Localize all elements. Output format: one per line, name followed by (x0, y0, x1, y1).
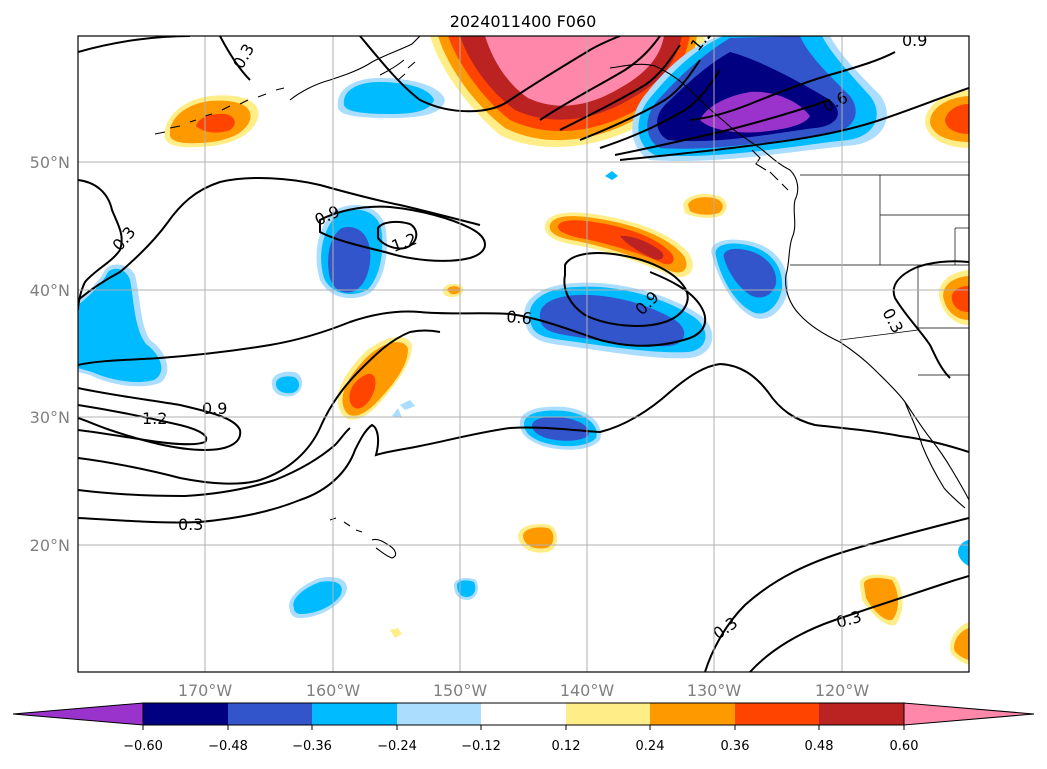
colorbar-tick-label: 0.12 (552, 739, 581, 754)
colorbar-tick-label: −0.36 (292, 739, 332, 754)
lon-label: 130°W (687, 681, 742, 700)
lon-label: 160°W (306, 681, 361, 700)
contour-label: 0.9 (902, 31, 927, 50)
contour-label: 0.3 (178, 515, 203, 534)
colorbar-segment (228, 703, 312, 725)
colorbar-over-triangle (903, 702, 1035, 726)
lat-label: 50°N (30, 153, 70, 172)
negative-blob-hawaii-west-core (293, 581, 342, 614)
colorbar-ticks (142, 725, 905, 730)
colorbar-tick-label: 0.24 (636, 739, 665, 754)
negative-blob-se-edge (958, 540, 969, 566)
colorbar-under-triangle (12, 702, 144, 726)
colorbar-tick-label: 0.60 (890, 739, 919, 754)
colorbar-segment (566, 703, 650, 725)
negative-blob-small-west-core (275, 376, 300, 394)
colorbar-tick-label: −0.24 (377, 739, 417, 754)
plot-title: 2024011400 F060 (450, 12, 597, 31)
lat-label: 40°N (30, 281, 70, 300)
positive-anomaly-east-edge (925, 90, 969, 148)
positive-blob-southeast-core (863, 577, 898, 621)
positive-anomaly-east-40n (938, 270, 969, 325)
lat-label: 20°N (30, 536, 70, 555)
lat-label: 30°N (30, 408, 70, 427)
positive-anomaly-aleutian (164, 95, 259, 148)
lon-label: 150°W (433, 681, 488, 700)
colorbar-tick-label: −0.12 (461, 739, 501, 754)
contour-label: 0.9 (202, 399, 227, 418)
contour-label: 0.6 (506, 307, 533, 328)
colorbar-segment (312, 703, 397, 725)
negative-anomaly-coast (711, 239, 789, 319)
negative-anomaly-west-mid (316, 205, 387, 299)
lon-label: 120°W (815, 681, 870, 700)
colorbar-segment (650, 703, 735, 725)
positive-blob-tiny (390, 628, 402, 638)
map-area: 0.3 0.3 0.3 0.3 0.3 0.3 0.6 0.6 0.9 0.9 … (78, 31, 969, 672)
positive-anomaly-small-ne (683, 194, 727, 218)
colorbar-segment (397, 703, 481, 725)
lon-labels: 170°W 160°W 150°W 140°W 130°W 120°W (178, 681, 870, 700)
gridlines (78, 36, 969, 672)
colorbar-segment (735, 703, 819, 725)
colorbar-tick-labels: −0.60 −0.48 −0.36 −0.24 −0.12 0.12 0.24 … (123, 739, 918, 754)
positive-anomaly-west-32n (337, 336, 412, 420)
positive-blob-south-core (523, 527, 554, 549)
colorbar-tick-label: −0.60 (123, 739, 163, 754)
lat-labels: 50°N 40°N 30°N 20°N (30, 153, 70, 555)
filled-anomalies (78, 36, 969, 665)
negative-anomaly-aleutian (337, 78, 445, 118)
map-frame (77, 35, 970, 673)
colorbar-segment (143, 703, 228, 725)
colorbar-tick-label: 0.48 (805, 739, 834, 754)
colorbar-tick-label: 0.36 (721, 739, 750, 754)
contour-lines (78, 36, 969, 672)
colorbar: −0.60 −0.48 −0.36 −0.24 −0.12 0.12 0.24 … (12, 702, 1035, 754)
lon-label: 140°W (560, 681, 615, 700)
lon-label: 170°W (178, 681, 233, 700)
negative-blob-hawaii-east-core (457, 580, 476, 597)
colorbar-frame (142, 702, 905, 726)
contour-label: 1.2 (142, 409, 167, 428)
colorbar-tick-label: −0.48 (208, 739, 248, 754)
negative-anomaly-far-west (78, 264, 168, 387)
colorbar-segment (481, 703, 566, 725)
colorbar-segment (819, 703, 904, 725)
positive-blob-se-corner-core (954, 628, 969, 660)
political-borders (790, 174, 969, 376)
negative-blob-tiny (605, 171, 618, 180)
negative-blob-tiny-2 (392, 408, 402, 418)
negative-blob-tiny-3 (400, 400, 415, 410)
